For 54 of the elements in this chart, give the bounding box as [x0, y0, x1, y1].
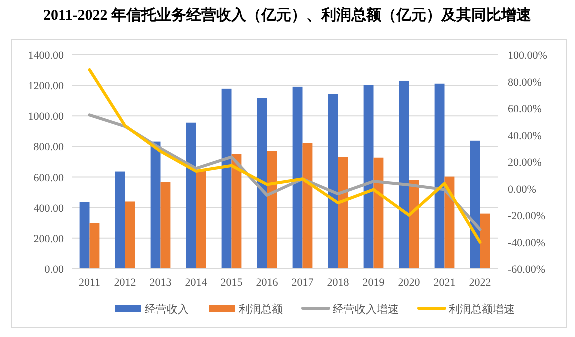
- y-tick-label: 0.00: [44, 264, 64, 276]
- x-tick-label: 2016: [256, 277, 279, 289]
- x-tick-label: 2020: [398, 277, 421, 289]
- legend-label: 利润总额: [239, 303, 283, 316]
- legend-label: 利润总额增速: [449, 303, 515, 316]
- y2-tick-label: 20.00%: [508, 157, 542, 169]
- bar: [80, 202, 90, 269]
- bar: [150, 142, 161, 269]
- x-tick-label: 2015: [220, 277, 244, 289]
- legend-label: 经营收入: [145, 303, 189, 316]
- y2-tick-label: 80.00%: [508, 76, 542, 89]
- bar: [115, 172, 126, 269]
- x-tick-label: 2014: [185, 277, 208, 289]
- y2-tick-label: -40.00%: [508, 237, 546, 250]
- bar: [302, 143, 313, 269]
- line-series: [88, 68, 482, 244]
- y-tick-label: 1000.00: [28, 111, 64, 124]
- bar: [90, 223, 100, 269]
- y2-tick-label: 60.00%: [508, 104, 542, 116]
- bar: [196, 171, 206, 269]
- x-tick-label: 2019: [362, 277, 386, 289]
- y2-tick-label: 40.00%: [508, 130, 542, 142]
- bar: [186, 122, 196, 269]
- y-tick-label: 200.00: [34, 233, 64, 246]
- bar: [292, 86, 303, 269]
- x-tick-label: 2012: [114, 277, 136, 289]
- y2-tick-label: 100.00%: [508, 50, 548, 62]
- y2-tick-label: 0.00%: [508, 184, 536, 196]
- y-tick-label: 800.00: [34, 142, 64, 154]
- bar: [364, 85, 374, 269]
- bar: [222, 88, 232, 269]
- chart-title: 2011-2022 年信托业务经营收入（亿元）、利润总额（亿元）及其同比增速: [44, 6, 532, 24]
- bar: [480, 214, 490, 269]
- y2-tick-label: -60.00%: [508, 264, 546, 276]
- y2-tick-label: -20.00%: [508, 210, 546, 222]
- bar: [257, 98, 268, 269]
- x-tick-label: 2021: [434, 277, 456, 289]
- bar: [434, 84, 445, 269]
- bar: [125, 202, 136, 269]
- y-tick-label: 1400.00: [28, 50, 64, 62]
- x-tick-label: 2022: [469, 277, 492, 289]
- bar: [328, 94, 338, 269]
- legend-label: 经营收入增速: [333, 303, 399, 316]
- x-tick-label: 2017: [292, 277, 314, 289]
- y-tick-label: 600.00: [34, 172, 64, 184]
- bar: [470, 140, 480, 269]
- x-tick-label: 2018: [327, 277, 350, 289]
- y-tick-label: 1200.00: [28, 80, 64, 93]
- x-tick-label: 2013: [150, 277, 172, 289]
- bar: [160, 182, 171, 269]
- x-tick-label: 2011: [78, 277, 101, 289]
- y-tick-label: 400.00: [34, 202, 64, 215]
- bar: [267, 151, 278, 269]
- bar: [399, 80, 410, 269]
